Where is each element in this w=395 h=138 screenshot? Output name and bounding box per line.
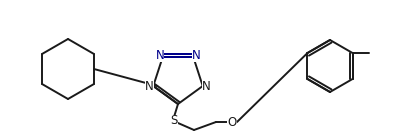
Text: N: N: [156, 49, 164, 63]
Text: N: N: [202, 79, 211, 93]
Text: N: N: [145, 79, 154, 93]
Text: S: S: [170, 115, 178, 128]
Text: N: N: [192, 49, 200, 63]
Text: O: O: [228, 116, 237, 128]
